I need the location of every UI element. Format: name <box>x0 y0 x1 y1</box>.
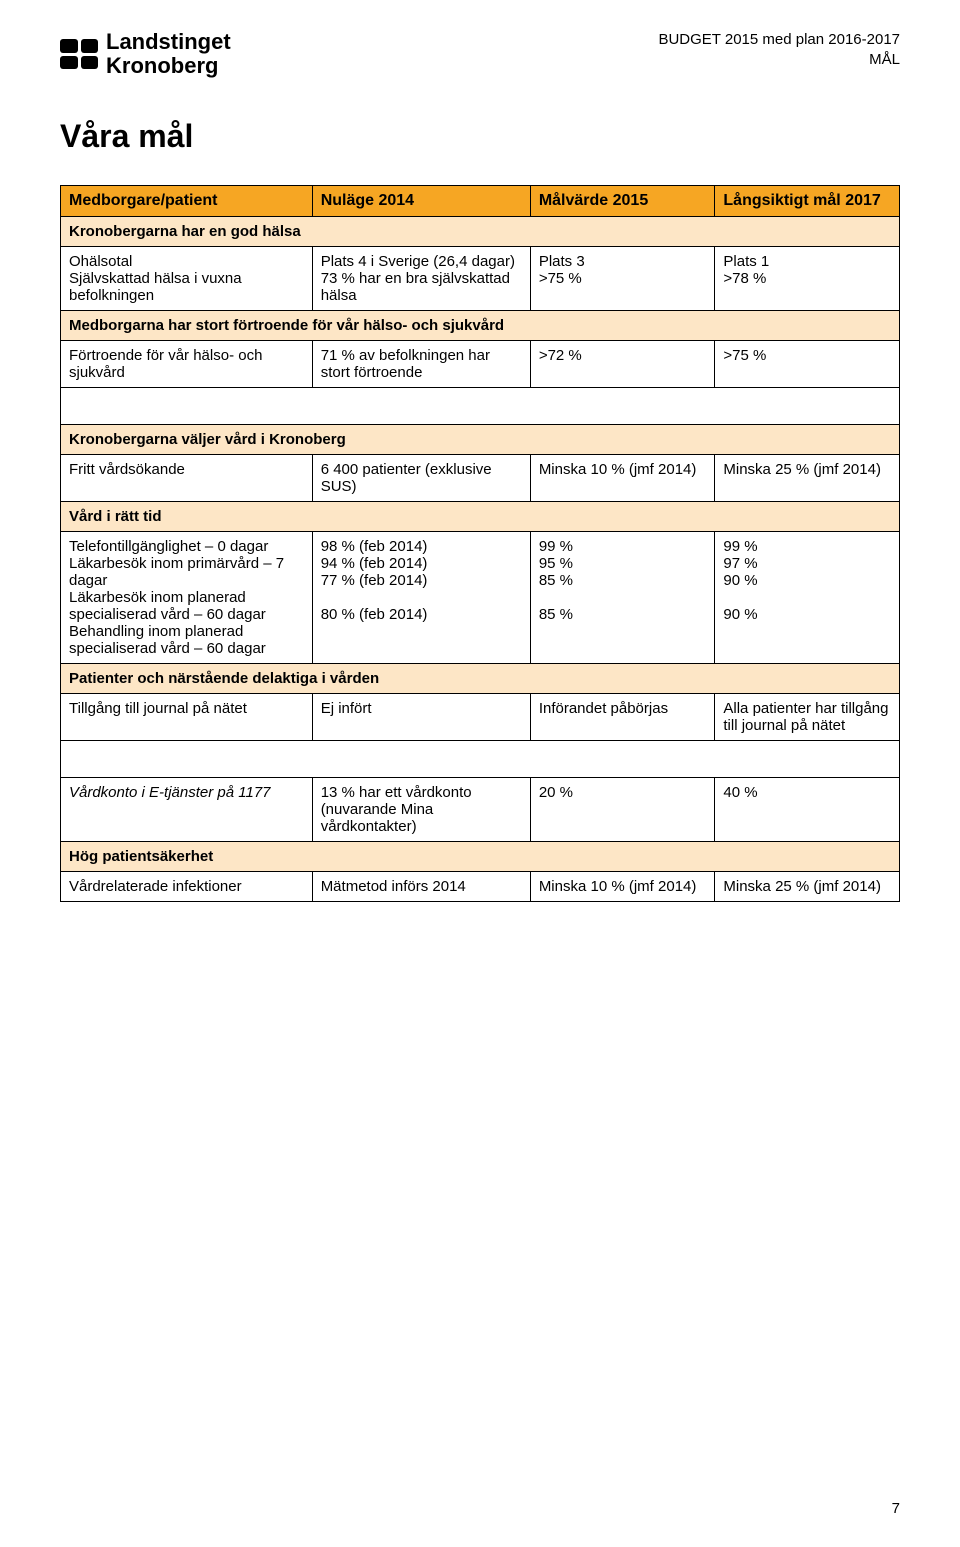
table-header-cell: Medborgare/patient <box>61 186 313 217</box>
spacer-row <box>61 741 900 778</box>
row-malvarde: Införandet påbörjas <box>530 694 715 741</box>
logo-line1: Landstinget <box>106 30 231 54</box>
row-nulage: Ej infört <box>312 694 530 741</box>
header-right: BUDGET 2015 med plan 2016-2017 MÅL <box>658 30 900 69</box>
row-nulage: 98 % (feb 2014)94 % (feb 2014)77 % (feb … <box>312 532 530 664</box>
table-row: Vårdrelaterade infektionerMätmetod inför… <box>61 872 900 902</box>
row-nulage: 71 % av befolkningen har stort förtroend… <box>312 341 530 388</box>
section-row: Hög patientsäkerhet <box>61 842 900 872</box>
row-langsiktigt: >75 % <box>715 341 900 388</box>
section-title: Hög patientsäkerhet <box>61 842 900 872</box>
section-title: Kronobergarna har en god hälsa <box>61 217 900 247</box>
row-label: OhälsotalSjälvskattad hälsa i vuxna befo… <box>61 247 313 311</box>
row-malvarde: 20 % <box>530 778 715 842</box>
table-row: Telefontillgänglighet – 0 dagarLäkarbesö… <box>61 532 900 664</box>
goals-table: Medborgare/patientNuläge 2014Målvärde 20… <box>60 185 900 902</box>
row-langsiktigt: 99 %97 %90 %90 % <box>715 532 900 664</box>
row-langsiktigt: Minska 25 % (jmf 2014) <box>715 455 900 502</box>
row-nulage: 6 400 patienter (exklusive SUS) <box>312 455 530 502</box>
row-langsiktigt: Plats 1>78 % <box>715 247 900 311</box>
table-header-row: Medborgare/patientNuläge 2014Målvärde 20… <box>61 186 900 217</box>
row-label: Vårdkonto i E-tjänster på 1177 <box>61 778 313 842</box>
table-row: OhälsotalSjälvskattad hälsa i vuxna befo… <box>61 247 900 311</box>
row-label: Förtroende för vår hälso- och sjukvård <box>61 341 313 388</box>
document-page: Landstinget Kronoberg BUDGET 2015 med pl… <box>0 0 960 1547</box>
section-row: Kronobergarna väljer vård i Kronoberg <box>61 425 900 455</box>
row-langsiktigt: Alla patienter har tillgång till journal… <box>715 694 900 741</box>
row-malvarde: Minska 10 % (jmf 2014) <box>530 455 715 502</box>
page-number: 7 <box>892 1500 900 1517</box>
table-header-cell: Långsiktigt mål 2017 <box>715 186 900 217</box>
table-row: Tillgång till journal på nätetEj införtI… <box>61 694 900 741</box>
row-label: Fritt vårdsökande <box>61 455 313 502</box>
header-right-line2: MÅL <box>658 50 900 70</box>
table-header-cell: Nuläge 2014 <box>312 186 530 217</box>
section-title: Vård i rätt tid <box>61 502 900 532</box>
row-langsiktigt: 40 % <box>715 778 900 842</box>
row-malvarde: Minska 10 % (jmf 2014) <box>530 872 715 902</box>
row-nulage: 13 % har ett vårdkonto (nuvarande Mina v… <box>312 778 530 842</box>
spacer-row <box>61 388 900 425</box>
header-right-line1: BUDGET 2015 med plan 2016-2017 <box>658 30 900 50</box>
row-label: Vårdrelaterade infektioner <box>61 872 313 902</box>
row-malvarde: 99 %95 %85 %85 % <box>530 532 715 664</box>
section-row: Medborgarna har stort förtroende för vår… <box>61 311 900 341</box>
section-title: Patienter och närstående delaktiga i vår… <box>61 664 900 694</box>
row-malvarde: Plats 3>75 % <box>530 247 715 311</box>
row-label: Tillgång till journal på nätet <box>61 694 313 741</box>
row-langsiktigt: Minska 25 % (jmf 2014) <box>715 872 900 902</box>
section-row: Vård i rätt tid <box>61 502 900 532</box>
table-row: Förtroende för vår hälso- och sjukvård71… <box>61 341 900 388</box>
table-row: Fritt vårdsökande6 400 patienter (exklus… <box>61 455 900 502</box>
spacer-cell <box>61 388 900 425</box>
logo: Landstinget Kronoberg <box>60 30 231 78</box>
section-title: Medborgarna har stort förtroende för vår… <box>61 311 900 341</box>
section-row: Patienter och närstående delaktiga i vår… <box>61 664 900 694</box>
row-nulage: Mätmetod införs 2014 <box>312 872 530 902</box>
logo-line2: Kronoberg <box>106 54 231 78</box>
row-malvarde: >72 % <box>530 341 715 388</box>
row-nulage: Plats 4 i Sverige (26,4 dagar)73 % har e… <box>312 247 530 311</box>
page-title: Våra mål <box>60 118 900 155</box>
row-label: Telefontillgänglighet – 0 dagarLäkarbesö… <box>61 532 313 664</box>
section-title: Kronobergarna väljer vård i Kronoberg <box>61 425 900 455</box>
logo-text: Landstinget Kronoberg <box>106 30 231 78</box>
page-header: Landstinget Kronoberg BUDGET 2015 med pl… <box>60 30 900 78</box>
table-row: Vårdkonto i E-tjänster på 117713 % har e… <box>61 778 900 842</box>
logo-mark-icon <box>60 39 98 69</box>
section-row: Kronobergarna har en god hälsa <box>61 217 900 247</box>
table-header-cell: Målvärde 2015 <box>530 186 715 217</box>
spacer-cell <box>61 741 900 778</box>
